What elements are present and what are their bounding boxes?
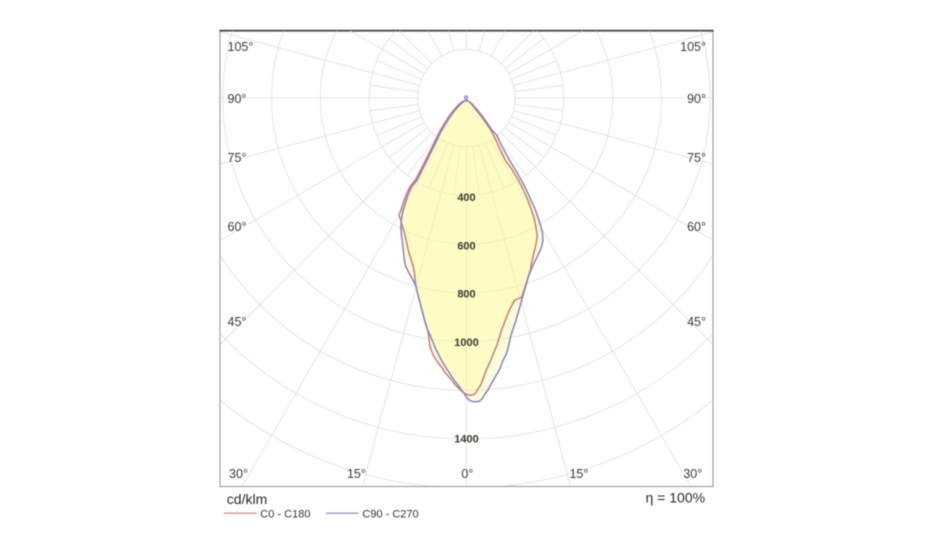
svg-text:15°: 15°: [347, 467, 366, 481]
svg-text:η = 100%: η = 100%: [646, 489, 706, 505]
svg-text:30°: 30°: [229, 467, 248, 481]
svg-text:105°: 105°: [680, 40, 706, 54]
svg-text:C0 - C180: C0 - C180: [260, 509, 310, 521]
svg-text:75°: 75°: [228, 151, 247, 165]
svg-text:90°: 90°: [687, 92, 706, 106]
svg-text:0°: 0°: [461, 467, 473, 481]
svg-text:400: 400: [457, 192, 475, 204]
svg-text:105°: 105°: [228, 40, 254, 54]
svg-text:45°: 45°: [228, 315, 247, 329]
svg-text:cd/klm: cd/klm: [227, 491, 267, 507]
svg-text:60°: 60°: [687, 220, 706, 234]
svg-text:C90 - C270: C90 - C270: [362, 509, 418, 521]
svg-text:1000: 1000: [454, 337, 478, 349]
svg-text:45°: 45°: [687, 315, 706, 329]
svg-text:30°: 30°: [683, 467, 702, 481]
svg-text:1400: 1400: [454, 434, 478, 446]
svg-text:800: 800: [457, 289, 475, 301]
svg-text:15°: 15°: [569, 467, 588, 481]
svg-text:90°: 90°: [228, 92, 247, 106]
svg-text:600: 600: [457, 240, 475, 252]
svg-text:60°: 60°: [228, 220, 247, 234]
svg-text:75°: 75°: [687, 151, 706, 165]
